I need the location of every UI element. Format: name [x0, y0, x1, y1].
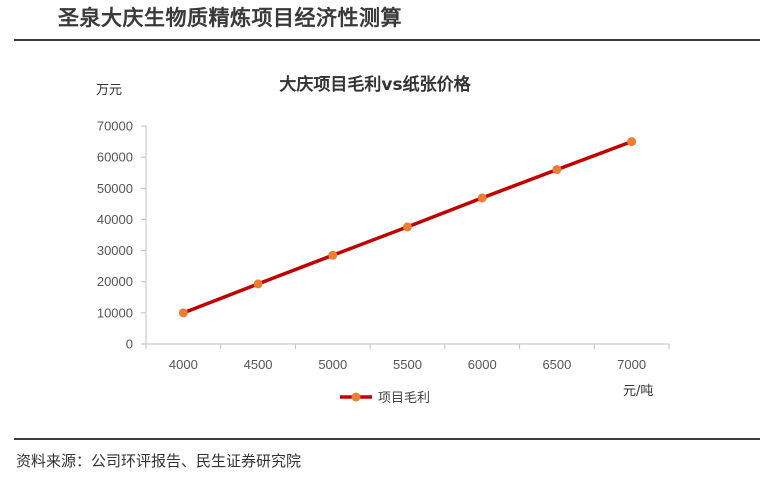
series-layer [178, 137, 637, 318]
page-title: 圣泉大庆生物质精炼项目经济性测算 [58, 6, 402, 30]
data-point [328, 250, 338, 260]
legend: 项目毛利 [340, 391, 430, 406]
data-point [627, 137, 637, 147]
top-divider [14, 39, 760, 41]
y-tick-label: 50000 [97, 181, 133, 196]
x-tick-label: 5000 [318, 357, 347, 372]
legend-marker-swatch [351, 392, 361, 402]
x-tick-label: 6500 [542, 357, 571, 372]
x-tick-label: 5500 [393, 357, 422, 372]
x-tick-label: 6000 [468, 357, 497, 372]
y-tick-label: 20000 [97, 274, 133, 289]
axes: 0 10000 20000 30000 40000 50000 60000 70000 4000… [97, 119, 670, 372]
bottom-divider [14, 438, 760, 440]
x-tick-label: 4500 [244, 357, 273, 372]
y-tick-label: 10000 [97, 305, 133, 320]
y-tick-label: 30000 [97, 243, 133, 258]
chart-title: 大庆项目毛利vs纸张价格 [279, 74, 471, 95]
source-note: 资料来源：公司环评报告、民生证券研究院 [16, 452, 302, 470]
data-point [552, 165, 562, 175]
y-tick-label: 40000 [97, 212, 133, 227]
x-tick-label: 4000 [169, 357, 198, 372]
y-tick-label: 70000 [97, 119, 133, 134]
x-axis-unit: 元/吨 [623, 384, 653, 399]
data-point [178, 308, 188, 318]
data-point [477, 193, 487, 203]
x-tick-label: 7000 [617, 357, 646, 372]
y-tick-label: 0 [126, 337, 133, 352]
y-axis-unit: 万元 [96, 83, 122, 98]
data-point [403, 222, 412, 232]
data-point [253, 279, 263, 289]
legend-label: 项目毛利 [378, 391, 430, 406]
y-tick-label: 60000 [97, 150, 133, 165]
